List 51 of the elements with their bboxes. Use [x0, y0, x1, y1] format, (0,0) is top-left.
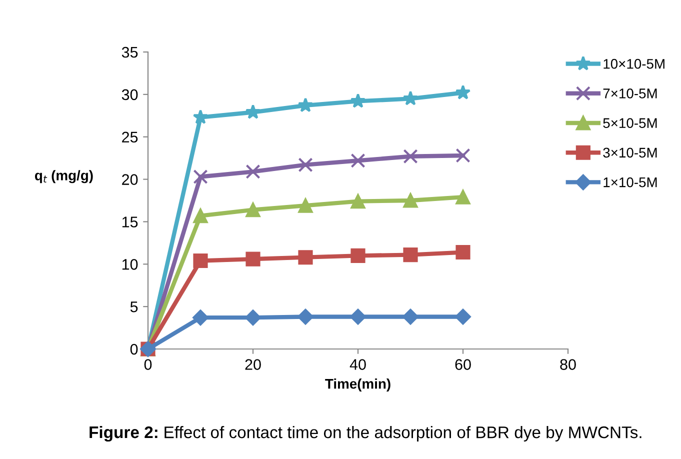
legend-label: 7×10-5M: [603, 88, 657, 98]
y-tick-label: 20: [122, 174, 138, 185]
point: [298, 97, 314, 112]
legend-label: 1×10-5M: [604, 177, 657, 188]
y-tick-label: 30: [122, 89, 138, 100]
point: [246, 164, 260, 179]
point: [193, 208, 208, 224]
y-tick-label: 35: [122, 46, 138, 58]
legend-label: 3×10-5M: [603, 148, 657, 158]
y-tick-label: 15: [122, 216, 138, 228]
point: [403, 248, 418, 262]
point: [350, 308, 366, 325]
x-axis-title: Time(min): [325, 378, 390, 392]
point: [246, 202, 260, 218]
point: [456, 190, 470, 204]
y-axis-title: q$_{t}$ (mg/g): [34, 170, 93, 184]
point: [455, 84, 471, 100]
point: [298, 250, 313, 265]
x-tick-label: 40: [350, 359, 366, 370]
point: [350, 248, 366, 263]
caption: Figure 2: Effect of contact time on the adsorption of BBR dye by MWCNTs.: [90, 426, 642, 442]
legend-label: 10×10-5M: [604, 58, 664, 69]
x-tick-label: 0: [144, 359, 152, 370]
point: [456, 244, 470, 260]
point: [403, 193, 418, 208]
x-tick-label: 20: [245, 359, 261, 370]
point: [455, 308, 471, 325]
point: [246, 252, 260, 266]
point: [192, 109, 208, 124]
point: [193, 169, 208, 184]
point: [192, 310, 208, 326]
x-tick-label: 80: [560, 359, 576, 370]
point: [298, 158, 313, 172]
x-tick-label: 60: [455, 359, 471, 370]
point: [350, 194, 366, 209]
point: [403, 149, 418, 164]
point: [298, 308, 314, 325]
point: [193, 253, 208, 268]
point: [350, 153, 366, 168]
point: [245, 310, 261, 326]
y-tick-label: 0: [130, 344, 138, 355]
point: [350, 93, 366, 108]
point: [402, 308, 418, 325]
y-tick-label: 5: [130, 302, 138, 312]
point: [402, 90, 418, 106]
y-tick-label: 25: [122, 132, 138, 143]
point: [456, 148, 470, 163]
legend-label: 5×10-5M: [603, 118, 657, 128]
y-tick-label: 10: [122, 259, 138, 270]
point: [298, 198, 313, 213]
point: [245, 104, 261, 119]
